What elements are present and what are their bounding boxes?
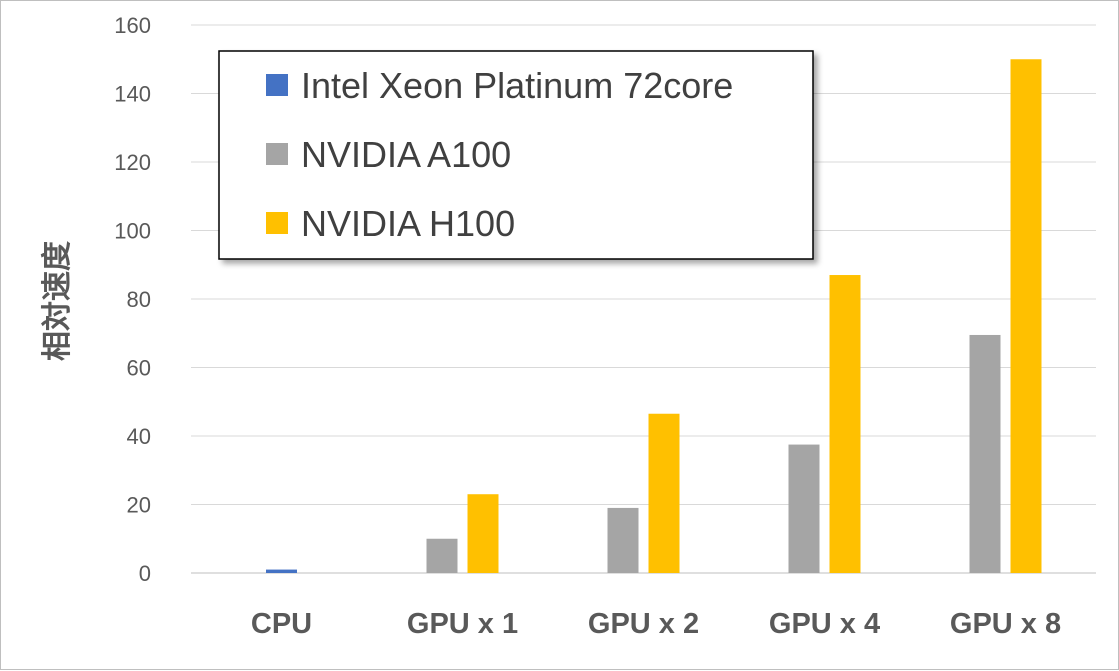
legend-swatch [266,143,288,165]
y-axis-label: 相対速度 [40,241,75,361]
x-category-label: GPU x 1 [407,608,518,640]
bar-gpu-x-8-series-3 [1010,59,1042,573]
x-category-label: GPU x 8 [950,608,1061,640]
bar-gpu-x-1-series-3 [467,494,499,573]
y-tick-label: 20 [127,493,151,518]
legend-label: NVIDIA A100 [301,134,511,175]
x-category-label: CPU [251,608,312,640]
bar-gpu-x-8-series-2 [969,334,1001,573]
bars [266,59,1042,573]
legend-label: NVIDIA H100 [301,203,515,244]
y-tick-label: 140 [114,82,151,107]
y-tick-label: 80 [127,287,151,312]
y-tick-label: 60 [127,356,151,381]
y-tick-label: 0 [139,561,151,586]
bar-gpu-x-1-series-2 [426,538,458,573]
y-tick-label: 160 [114,13,151,38]
y-tick-label: 120 [114,150,151,175]
legend-label: Intel Xeon Platinum 72core [301,65,733,106]
legend: Intel Xeon Platinum 72core NVIDIA A100 NVI… [218,50,814,260]
bar-gpu-x-4-series-3 [829,275,861,573]
bar-gpu-x-4-series-2 [788,444,820,573]
y-axis-ticks: 0 20 40 60 80 100 120 140 160 [114,13,151,586]
bar-gpu-x-2-series-3 [648,413,680,573]
legend-swatch [266,212,288,234]
legend-swatch [266,74,288,96]
x-category-label: GPU x 4 [769,608,880,640]
x-axis-categories: CPU GPU x 1 GPU x 2 GPU x 4 GPU x 8 [251,608,1061,640]
legend-box [218,50,814,260]
y-tick-label: 100 [114,219,151,244]
bar-cpu-series-1 [266,569,297,573]
x-category-label: GPU x 2 [588,608,699,640]
bar-gpu-x-2-series-2 [607,507,639,573]
y-tick-label: 40 [127,424,151,449]
